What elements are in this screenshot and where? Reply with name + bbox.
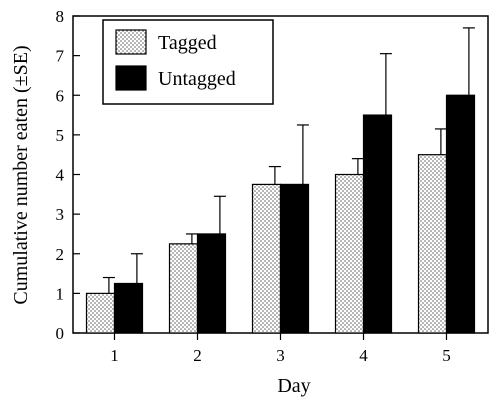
untagged-bar [279, 183, 310, 334]
untagged-bar [362, 114, 393, 334]
x-tick-label: 5 [442, 346, 451, 365]
plot-area: 0 1 2 3 4 5 6 7 8 1 2 3 4 5 [56, 7, 489, 365]
untagged-bar [113, 282, 144, 334]
x-tick-label: 2 [193, 346, 202, 365]
y-tick-label: 7 [56, 47, 65, 66]
y-tick-label: 3 [56, 205, 65, 224]
untagged-bar [445, 94, 476, 334]
x-tick-label: 1 [110, 346, 119, 365]
y-tick-label: 0 [56, 324, 65, 343]
x-tick-label: 4 [359, 346, 368, 365]
legend-label-tagged: Tagged [158, 32, 217, 54]
x-axis-label: Day [277, 375, 310, 397]
y-tick-label: 8 [56, 7, 65, 26]
untagged-bar [196, 233, 227, 334]
tagged-bar [168, 243, 199, 334]
tagged-bar [334, 173, 365, 334]
y-axis-label: Cumulative number eaten (±SE) [10, 45, 32, 304]
y-tick-label: 1 [56, 284, 65, 303]
y-tick-label: 4 [56, 166, 65, 185]
legend: Tagged Untagged [102, 19, 274, 105]
legend-label-untagged: Untagged [158, 68, 236, 90]
tagged-bar [417, 154, 448, 334]
x-tick-label: 3 [276, 346, 285, 365]
tagged-bar [251, 183, 282, 334]
tagged-bar [85, 292, 116, 334]
y-tick-label: 6 [56, 86, 65, 105]
legend-swatch-untagged [115, 65, 147, 91]
legend-swatch-tagged [115, 29, 147, 55]
y-tick-label: 5 [56, 126, 65, 145]
y-tick-label: 2 [56, 245, 65, 264]
